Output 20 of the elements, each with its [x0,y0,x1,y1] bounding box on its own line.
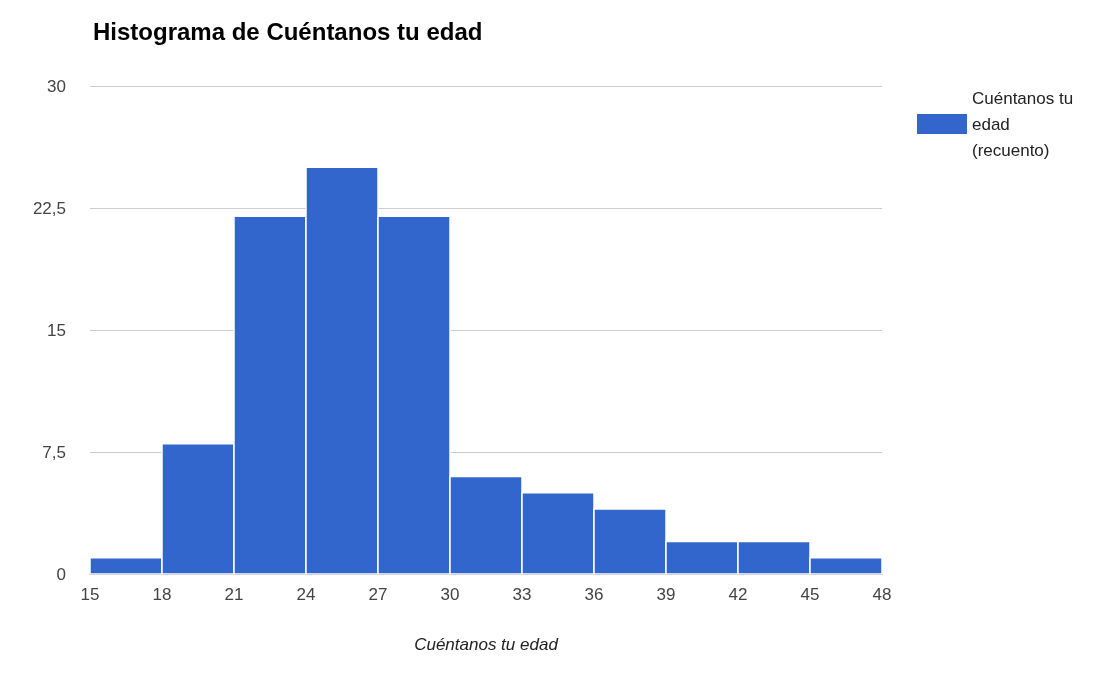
x-tick-label: 18 [152,585,172,604]
y-tick-label: 0 [56,564,66,584]
legend-label: Cuéntanos tu edad (recuento) [972,88,1078,160]
x-tick-label: 48 [872,585,892,604]
x-tick-label: 39 [656,585,676,604]
y-tick-label: 15 [47,320,66,340]
x-tick-label: 27 [368,585,388,604]
x-tick-label: 15 [80,585,100,604]
x-axis-title: Cuéntanos tu edad [414,635,559,654]
y-tick-label: 7,5 [42,442,66,462]
x-tick-label: 42 [728,585,748,604]
x-tick-label: 45 [800,585,820,604]
x-tick-label: 30 [440,585,460,604]
x-tick-label: 36 [584,585,604,604]
x-tick-label: 21 [224,585,244,604]
chart-title: Histograma de Cuéntanos tu edad [93,17,483,45]
y-tick-label: 22,5 [32,198,66,218]
x-tick-label: 24 [296,585,316,604]
y-tick-label: 30 [47,76,66,96]
x-tick-label: 33 [512,585,532,604]
